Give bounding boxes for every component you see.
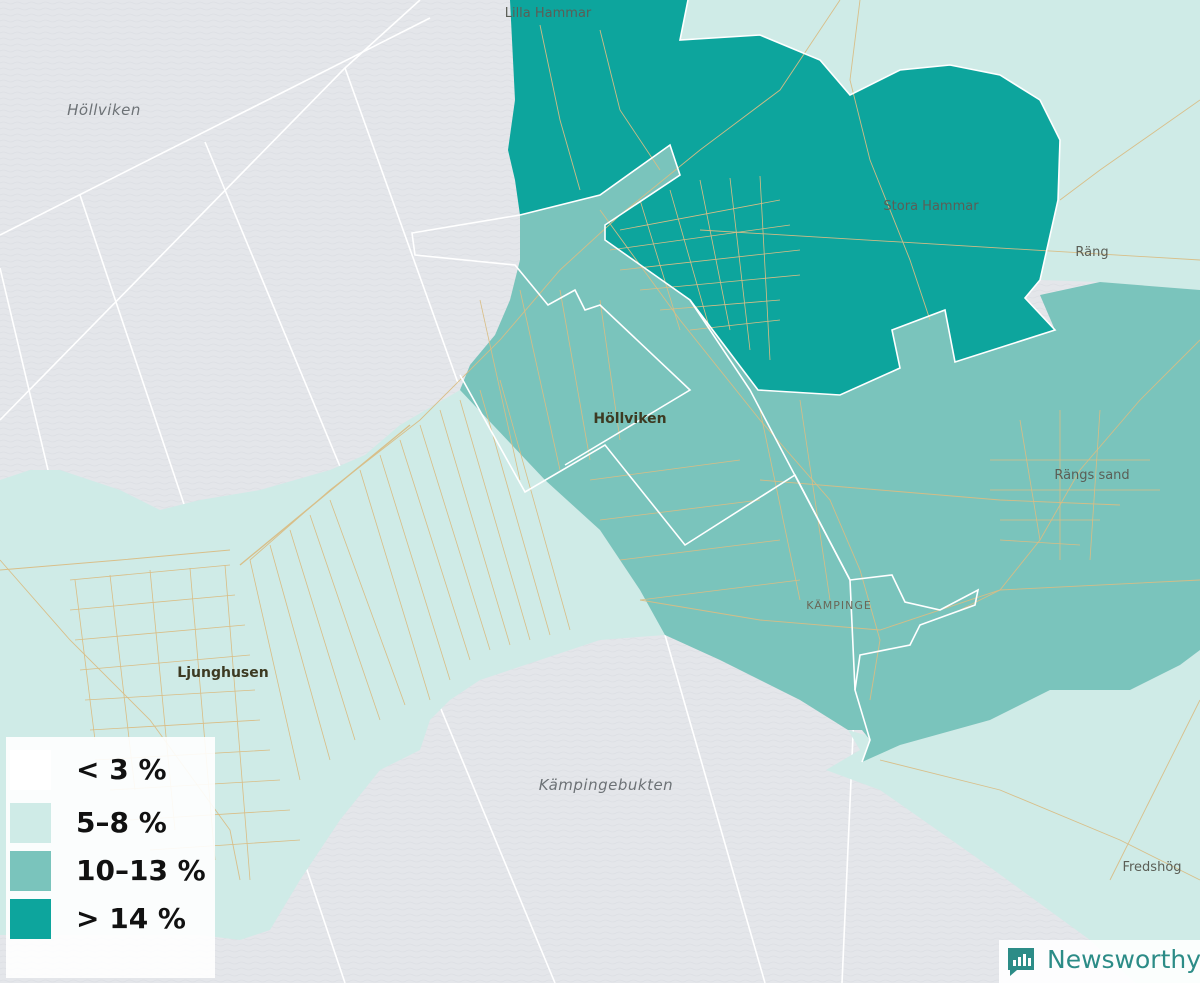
legend-swatch <box>10 851 51 891</box>
legend-label: > 14 % <box>76 902 186 935</box>
place-label-rangs-sand: Rängs sand <box>1054 468 1129 483</box>
legend-item-over-14: > 14 % <box>10 899 210 939</box>
map-legend: < 3 % 5–8 % 10–13 % > 14 % <box>6 737 215 978</box>
sea-label-hollviken: Höllviken <box>67 101 141 119</box>
legend-item-10-13: 10–13 % <box>10 851 210 891</box>
place-label-fredshog: Fredshög <box>1122 860 1181 875</box>
residential-streets-hollviken <box>359 175 1160 701</box>
brand-name: Newsworthy <box>1047 945 1200 974</box>
legend-label: 5–8 % <box>76 806 167 839</box>
place-label-hollviken: Höllviken <box>593 411 666 427</box>
place-label-stora-hammar: Stora Hammar <box>883 199 979 214</box>
legend-swatch <box>10 750 51 790</box>
place-label-lilla-hammar: Lilla Hammar <box>505 6 592 21</box>
legend-label: < 3 % <box>76 753 167 786</box>
legend-label: 10–13 % <box>76 854 206 887</box>
region-10-13 <box>460 145 1200 762</box>
place-label-ljunghusen: Ljunghusen <box>177 665 268 681</box>
legend-swatch <box>10 899 51 939</box>
legend-item-5-8: 5–8 % <box>10 803 210 843</box>
bar-chart-speech-bubble-icon <box>1008 948 1034 976</box>
legend-swatch <box>10 803 51 843</box>
region-borders <box>411 0 1061 763</box>
place-label-kampinge: KÄMPINGE <box>806 599 872 612</box>
legend-item-under-3: < 3 % <box>10 750 210 790</box>
place-label-rang: Räng <box>1075 245 1108 260</box>
sea-label-kampingebukten: Kämpingebukten <box>539 776 673 794</box>
newsworthy-logo[interactable]: Newsworthy <box>999 940 1200 983</box>
